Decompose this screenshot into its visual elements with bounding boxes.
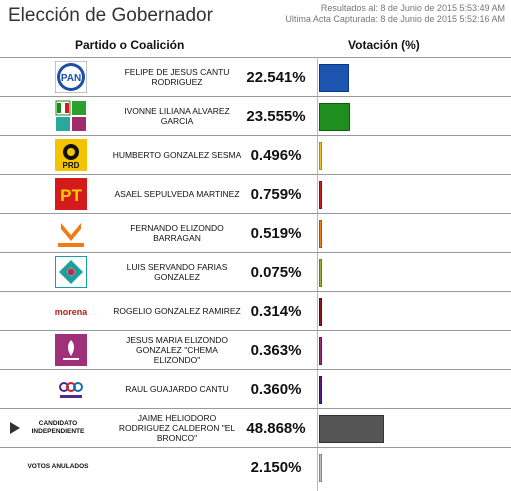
row-divider: [0, 330, 511, 331]
table-row-encuentro-social: RAUL GUAJARDO CANTU 0.360%: [0, 370, 511, 408]
svg-text:PT: PT: [60, 186, 82, 205]
party-column-header: Partido o Coalición: [75, 38, 185, 52]
candidate-name: IVONNE LILIANA ALVAREZ GARCIA: [124, 106, 230, 126]
candidate-name: HUMBERTO GONZALEZ SESMA: [112, 150, 242, 160]
candidate-name: ROGELIO GONZALEZ RAMIREZ: [113, 306, 241, 316]
table-row-morena: morena ROGELIO GONZALEZ RAMIREZ 0.314%: [0, 292, 511, 330]
svg-text:PRD: PRD: [63, 161, 80, 170]
vote-bar: [319, 415, 384, 443]
vote-percentage: 0.075%: [250, 263, 302, 281]
row-divider: [0, 291, 511, 292]
vote-bar: [319, 298, 322, 326]
vote-bar: [319, 454, 322, 482]
last-act-timestamp: Ultima Acta Capturada: 8 de Junio de 201…: [285, 14, 505, 24]
vote-percentage: 48.868%: [246, 419, 306, 437]
table-row-nueva-alianza: LUIS SERVANDO FARIAS GONZALEZ 0.075%: [0, 253, 511, 291]
candidate-name: FELIPE DE JESUS CANTU RODRIGUEZ: [124, 67, 230, 87]
vote-bar: [319, 181, 322, 209]
table-row-humanista: JESUS MARIA ELIZONDO GONZALEZ "CHEMA ELI…: [0, 331, 511, 369]
svg-text:PAN: PAN: [61, 73, 81, 84]
vote-percentage: 22.541%: [246, 68, 306, 86]
vote-percentage: 0.519%: [250, 224, 302, 242]
column-divider: [317, 57, 318, 491]
candidate-name: JESUS MARIA ELIZONDO GONZALEZ "CHEMA ELI…: [125, 335, 229, 365]
independent-label: CANDIDATO INDEPENDIENTE: [31, 420, 85, 435]
svg-text:morena: morena: [55, 307, 87, 317]
vote-bar: [319, 337, 322, 365]
row-divider: [0, 369, 511, 370]
vote-percentage: 2.150%: [250, 458, 302, 476]
table-row-pri-pvem: IVONNE LILIANA ALVAREZ GARCIA 23.555%: [0, 97, 511, 135]
table-row-pan: PAN FELIPE DE JESUS CANTU RODRIGUEZ 22.5…: [0, 58, 511, 96]
table-row-votos-anulados: VOTOS ANULADOS 2.150%: [0, 448, 511, 486]
pan-logo-icon: PAN: [55, 61, 87, 93]
candidate-name: [112, 448, 242, 486]
selected-row-arrow-icon[interactable]: [10, 422, 20, 434]
candidate-name: FERNANDO ELIZONDO BARRAGAN: [130, 223, 224, 243]
table-row-movimiento-ciudadano: FERNANDO ELIZONDO BARRAGAN 0.519%: [0, 214, 511, 252]
vote-bar: [319, 259, 322, 287]
movimiento-ciudadano-logo-icon: [55, 217, 87, 249]
nueva-alianza-logo-icon: [55, 256, 87, 288]
morena-logo-icon: morena: [55, 295, 87, 327]
table-row-independiente: CANDIDATO INDEPENDIENTE JAIME HELIODORO …: [0, 409, 511, 447]
vote-column-header: Votación (%): [348, 38, 420, 52]
table-row-prd: PRD HUMBERTO GONZALEZ SESMA 0.496%: [0, 136, 511, 174]
table-row-pt: PT ASAEL SEPULVEDA MARTINEZ 0.759%: [0, 175, 511, 213]
humanista-logo-icon: [55, 334, 87, 366]
candidate-name: LUIS SERVANDO FARIAS GONZALEZ: [126, 262, 228, 282]
vote-bar: [319, 376, 322, 404]
vote-percentage: 0.496%: [250, 146, 302, 164]
vote-percentage: 23.555%: [246, 107, 306, 125]
candidate-name: RAUL GUAJARDO CANTU: [125, 384, 229, 394]
prd-logo-icon: PRD: [55, 139, 87, 171]
vote-percentage: 0.759%: [250, 185, 302, 203]
row-divider: [0, 135, 511, 136]
update-meta: Resultados al: 8 de Junio de 2015 5:53:4…: [285, 3, 505, 25]
row-divider: [0, 96, 511, 97]
coalition-logo-icon: [55, 100, 87, 132]
vote-percentage: 0.314%: [250, 302, 302, 320]
vote-percentage: 0.360%: [250, 380, 302, 398]
page-title: Elección de Gobernador: [8, 5, 213, 26]
vote-bar: [319, 103, 351, 131]
vote-bar: [319, 142, 322, 170]
row-divider: [0, 447, 511, 448]
vote-bar: [319, 220, 322, 248]
vote-bar: [319, 64, 349, 92]
null-votes-label: VOTOS ANULADOS: [27, 463, 89, 470]
row-divider: [0, 213, 511, 214]
candidate-name: ASAEL SEPULVEDA MARTINEZ: [114, 189, 240, 199]
results-timestamp: Resultados al: 8 de Junio de 2015 5:53:4…: [320, 3, 505, 13]
pt-logo-icon: PT: [55, 178, 87, 210]
row-divider: [0, 408, 511, 409]
row-divider: [0, 174, 511, 175]
header-divider: [0, 57, 511, 58]
vote-percentage: 0.363%: [250, 341, 302, 359]
encuentro-social-logo-icon: [55, 373, 87, 405]
candidate-name: JAIME HELIODORO RODRIGUEZ CALDERON "EL B…: [118, 413, 236, 443]
row-divider: [0, 252, 511, 253]
